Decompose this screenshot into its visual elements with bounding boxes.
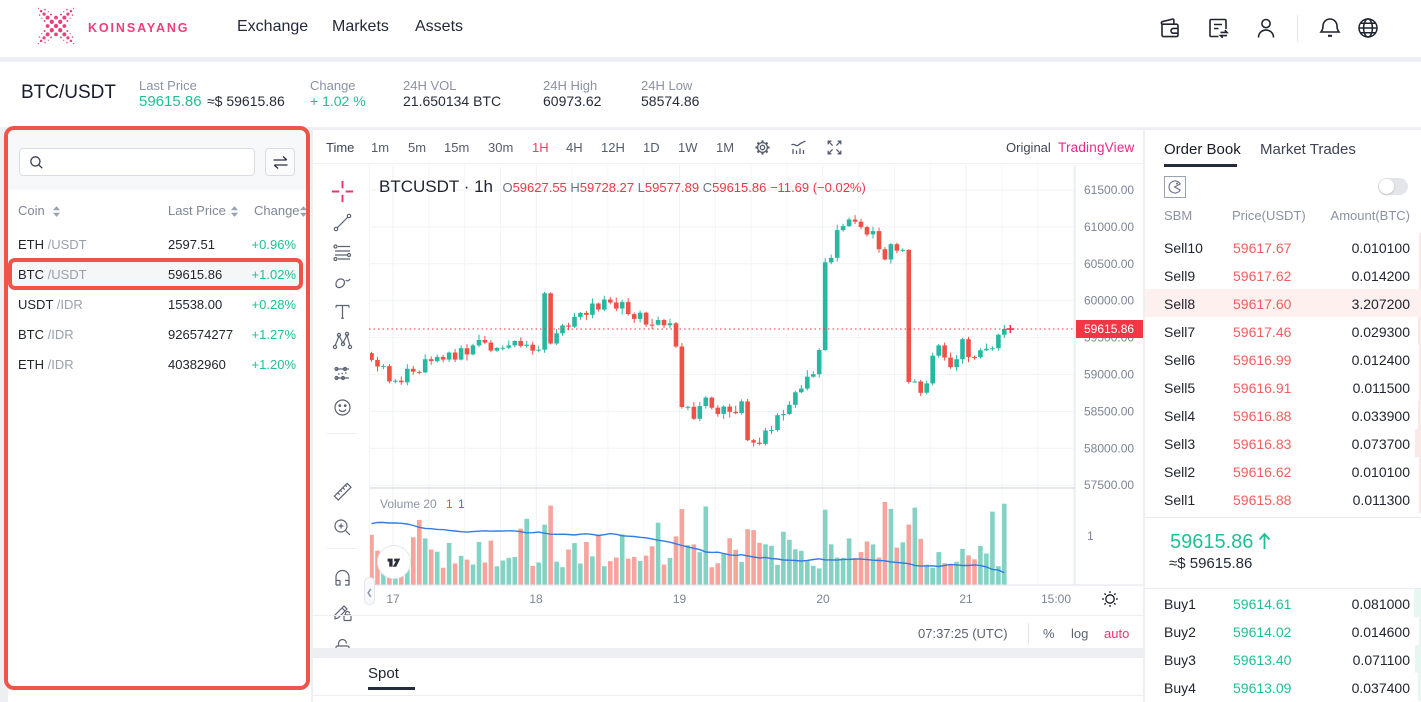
- svg-text:59000.00: 59000.00: [1084, 368, 1134, 382]
- svg-text:60000.00: 60000.00: [1084, 294, 1134, 308]
- svg-text:1: 1: [458, 497, 465, 511]
- svg-text:Volume 20: Volume 20: [380, 497, 437, 511]
- svg-text:59615.86: 59615.86: [1084, 322, 1134, 336]
- svg-text:21: 21: [959, 592, 973, 606]
- svg-text:60500.00: 60500.00: [1084, 257, 1134, 271]
- svg-text:1: 1: [1087, 529, 1094, 543]
- svg-text:18: 18: [529, 592, 543, 606]
- svg-text:19: 19: [673, 592, 687, 606]
- svg-text:15:00: 15:00: [1041, 592, 1071, 606]
- svg-text:61000.00: 61000.00: [1084, 220, 1134, 234]
- svg-text:58000.00: 58000.00: [1084, 441, 1134, 455]
- svg-text:1: 1: [446, 497, 453, 511]
- svg-text:57500.00: 57500.00: [1084, 478, 1134, 492]
- svg-text:17: 17: [386, 592, 400, 606]
- svg-text:20: 20: [816, 592, 830, 606]
- svg-text:61500.00: 61500.00: [1084, 183, 1134, 197]
- svg-text:58500.00: 58500.00: [1084, 404, 1134, 418]
